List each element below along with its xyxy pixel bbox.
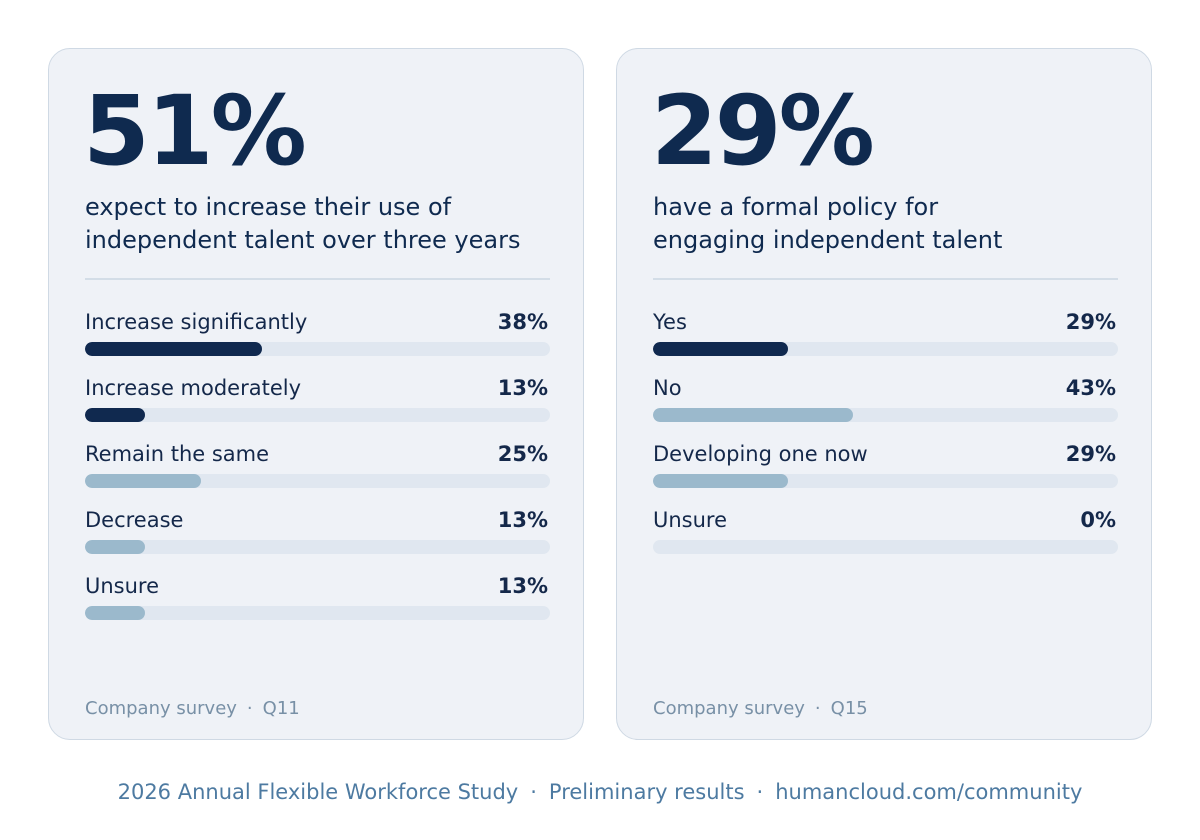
increase-use-card: 51% expect to increase their use of inde… [48,48,584,740]
bar-row: Decrease 13% [85,505,550,571]
headline-description: expect to increase their use of independ… [85,191,555,257]
source-label: Company survey [653,698,805,719]
bar-category-label: Remain the same [85,442,270,466]
bar-category-label: Yes [653,310,687,334]
source-separator: · [246,698,253,719]
headline-description-line: expect to increase their use of [85,193,452,221]
divider [653,278,1118,280]
source-note: Company survey · Q15 [653,697,868,721]
bar-track [85,606,550,620]
bar-row: Developing one now 29% [653,439,1118,505]
divider [85,278,550,280]
headline-description-line: independent talent over three years [85,226,521,254]
bar [85,408,146,422]
bar-track [653,474,1118,488]
source-note: Company survey · Q11 [85,697,300,721]
bar-value-label: 43% [1065,376,1116,400]
bar-value-label: 13% [497,508,548,532]
bar [85,540,146,554]
footer-credits: 2026 Annual Flexible Workforce Study · Pre… [0,778,1200,806]
bar-list: Increase significantly 38% Increase modera… [85,307,550,637]
footer-status: Preliminary results [548,780,745,804]
bar [653,474,788,488]
bar [85,606,146,620]
source-separator: · [814,698,821,719]
bar-track [653,540,1118,554]
formal-policy-card: 29% have a formal policy for engaging in… [616,48,1152,740]
headline-stat: 51% [83,75,307,187]
headline-description-line: engaging independent talent [653,226,1003,254]
source-question: Q11 [262,698,300,719]
bar-track [85,342,550,356]
source-question: Q15 [830,698,868,719]
headline-description: have a formal policy for engaging indepe… [653,191,1123,257]
bar-row: Increase moderately 13% [85,373,550,439]
footer-separator: · [530,780,537,804]
bar-value-label: 38% [497,310,548,334]
bar-row: Yes 29% [653,307,1118,373]
bar-track [85,540,550,554]
bar-track [653,342,1118,356]
bar-value-label: 13% [497,376,548,400]
bar-category-label: No [653,376,682,400]
bar-category-label: Unsure [85,574,160,598]
bar-row: Increase significantly 38% [85,307,550,373]
bar-category-label: Increase significantly [85,310,308,334]
bar [85,342,262,356]
bar-row: Unsure 13% [85,571,550,637]
footer-study: 2026 Annual Flexible Workforce Study [117,780,519,804]
source-label: Company survey [85,698,237,719]
bar-row: Unsure 0% [653,505,1118,571]
bar [653,408,853,422]
bar-row: Remain the same 25% [85,439,550,505]
headline-description-line: have a formal policy for [653,193,939,221]
bar-value-label: 29% [1065,310,1116,334]
bar-category-label: Decrease [85,508,184,532]
footer-separator: · [756,780,764,804]
bar-value-label: 13% [497,574,548,598]
bar-category-label: Increase moderately [85,376,302,400]
bar-row: No 43% [653,373,1118,439]
bar-category-label: Unsure [653,508,728,532]
bar-track [85,408,550,422]
bar-category-label: Developing one now [653,442,868,466]
bar-list: Yes 29% No 43% Developing one now 29% Unsure 0% [653,307,1118,571]
bar-value-label: 0% [1080,508,1116,532]
bar [85,474,202,488]
footer-url[interactable]: humancloud.com/community [775,780,1083,804]
bar-track [653,408,1118,422]
bar-track [85,474,550,488]
bar [653,342,788,356]
bar-value-label: 29% [1065,442,1116,466]
bar-value-label: 25% [497,442,548,466]
headline-stat: 29% [651,75,875,187]
